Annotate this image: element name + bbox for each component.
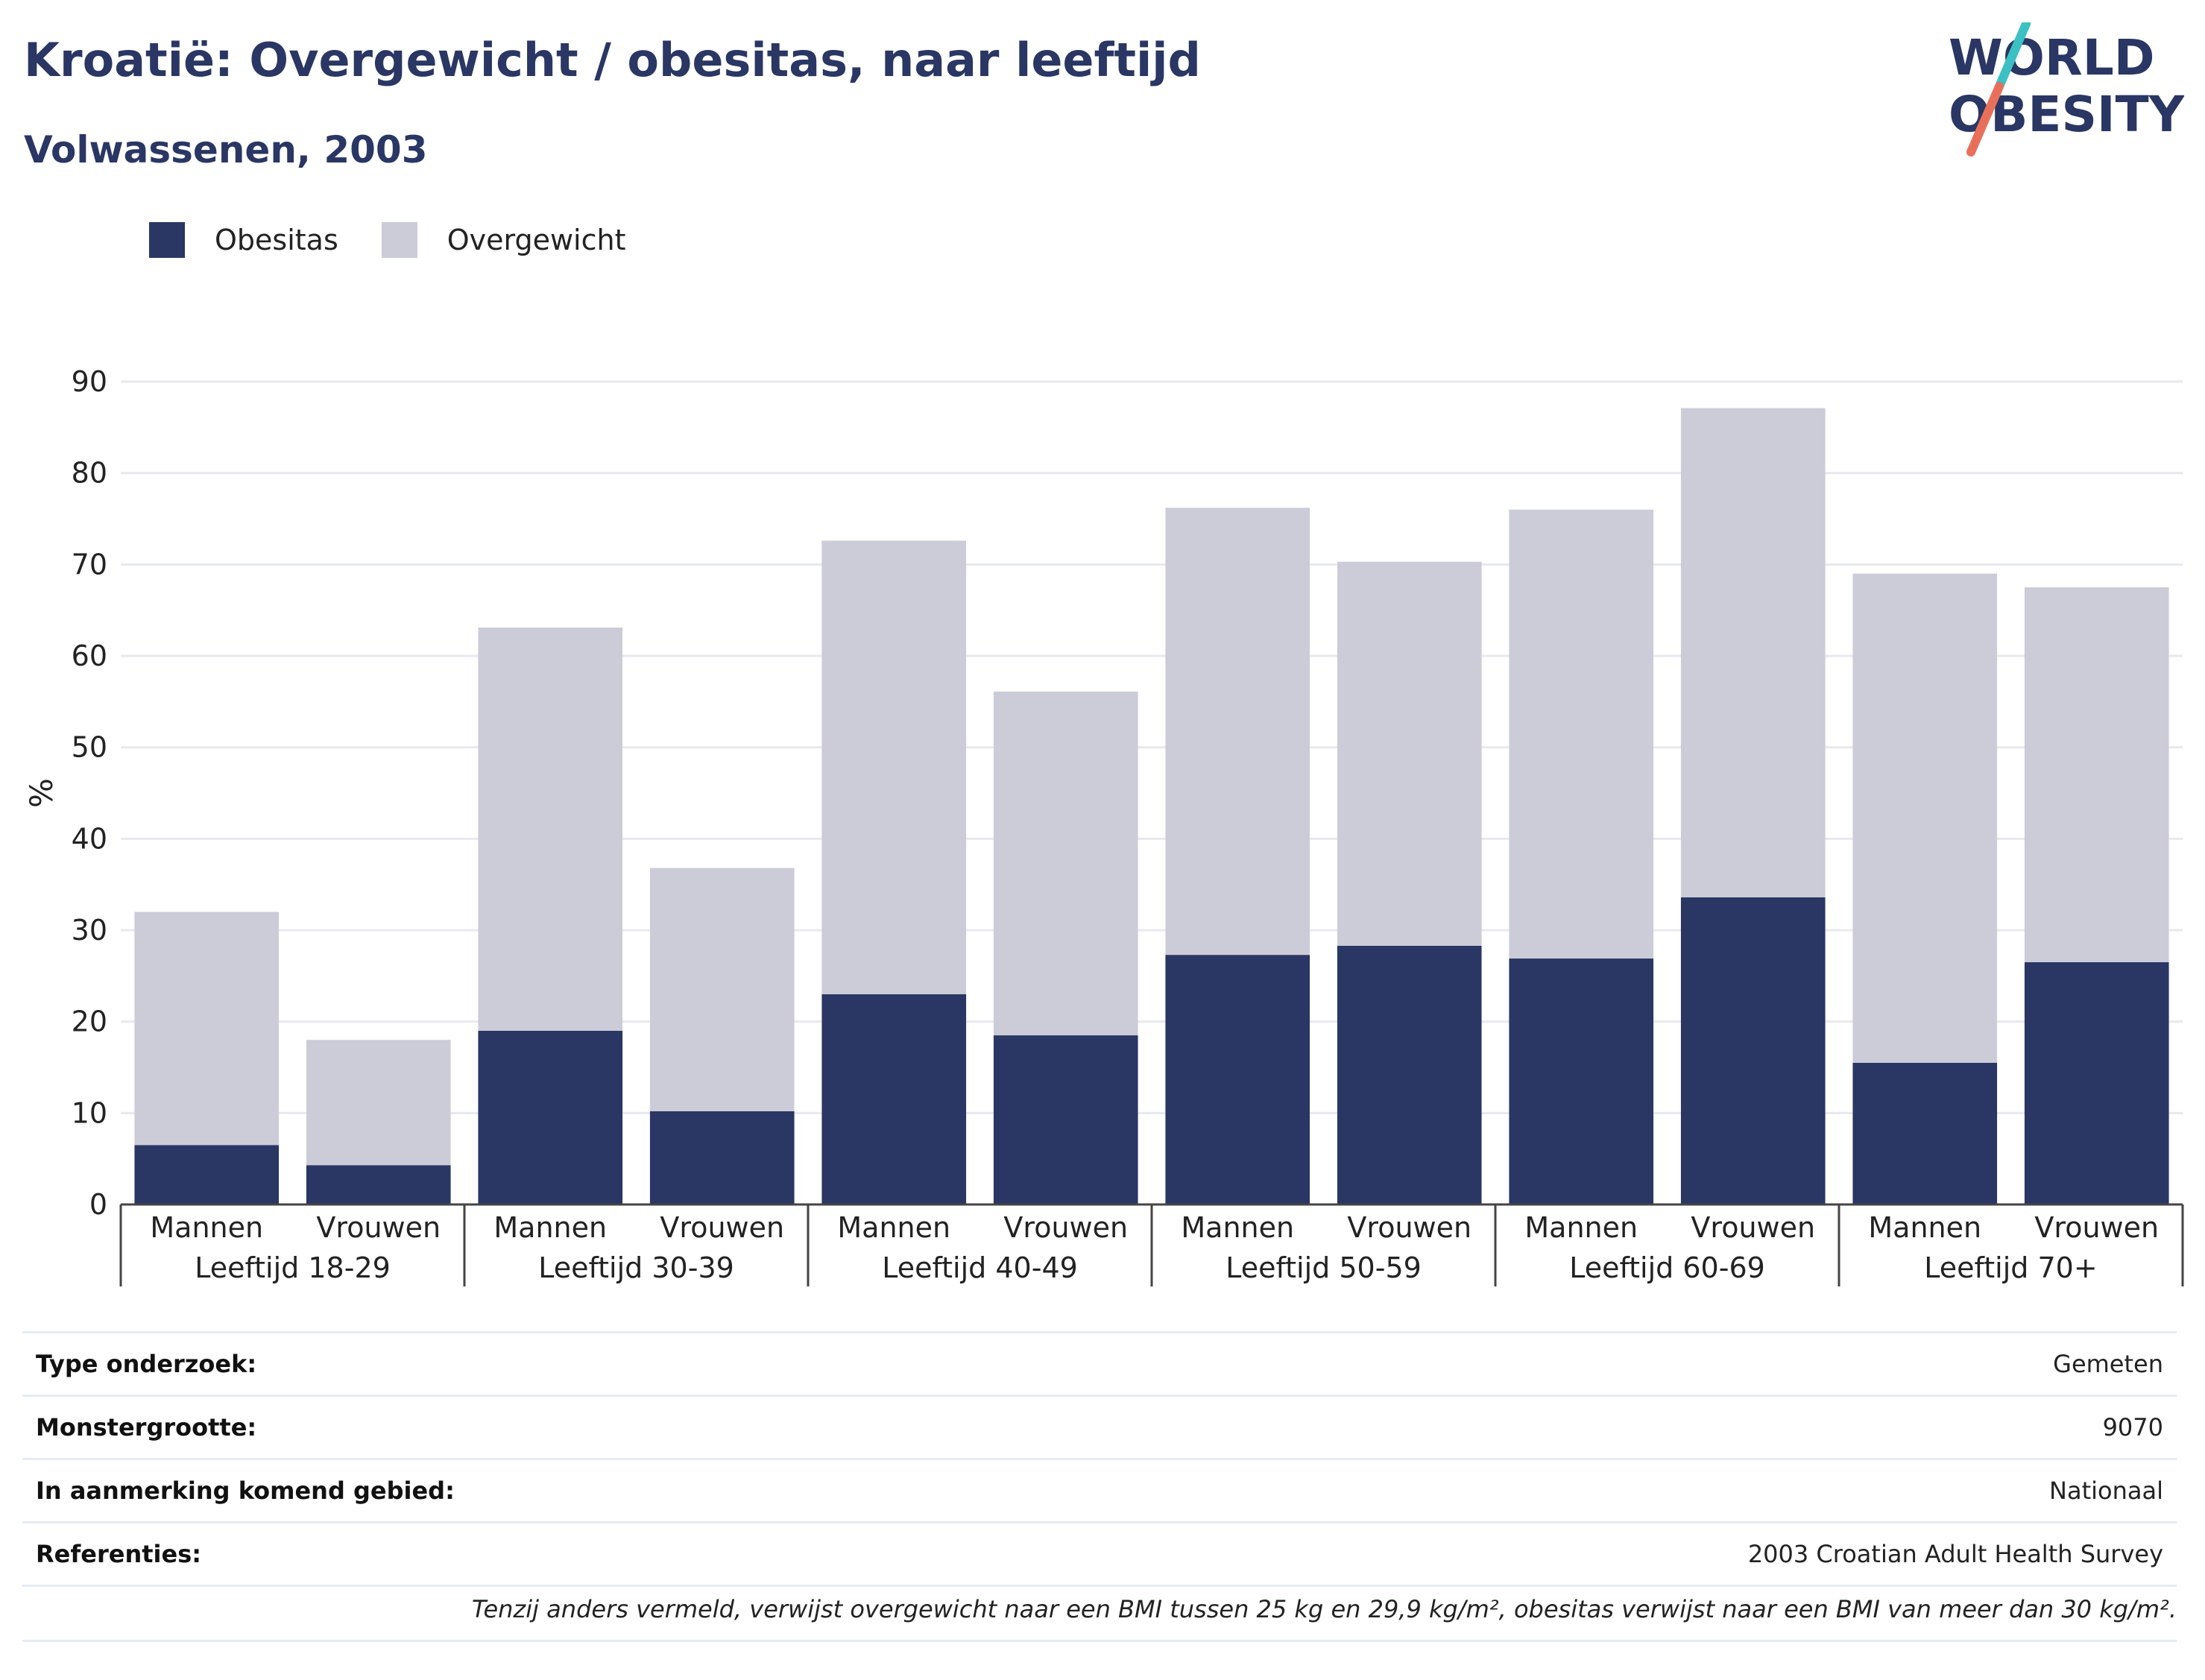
- y-tick-label: 70: [72, 548, 107, 581]
- x-subcategory-label: Vrouwen: [660, 1211, 784, 1244]
- page-subtitle: Volwassenen, 2003: [24, 128, 428, 171]
- x-subcategory-label: Mannen: [837, 1211, 950, 1244]
- info-key: Referenties:: [22, 1522, 1104, 1587]
- bar-obesitas: [1852, 1062, 1998, 1204]
- bar-obesitas: [134, 1145, 280, 1204]
- y-tick-label: 30: [72, 914, 107, 947]
- legend-swatch-obesitas: [149, 222, 185, 258]
- y-tick-label: 40: [72, 822, 107, 855]
- bar-obesitas: [2024, 961, 2169, 1204]
- bar-overgewicht: [1852, 573, 1998, 1063]
- info-key: Monstergrootte:: [22, 1395, 1104, 1460]
- bar-obesitas: [649, 1111, 795, 1204]
- y-tick-label: 20: [72, 1005, 107, 1038]
- x-subcategory-label: Mannen: [1181, 1211, 1294, 1244]
- x-subcategory-label: Mannen: [493, 1211, 607, 1244]
- bar-overgewicht: [649, 868, 795, 1111]
- bar-obesitas: [1337, 945, 1482, 1204]
- bar-obesitas: [478, 1030, 623, 1204]
- x-subcategory-label: Vrouwen: [1691, 1211, 1815, 1244]
- y-tick-label: 90: [72, 365, 107, 398]
- x-subcategory-label: Mannen: [1524, 1211, 1638, 1244]
- bar-overgewicht: [2024, 587, 2169, 962]
- logo-slash-top: [1995, 22, 2031, 91]
- info-value: 2003 Croatian Adult Health Survey: [1103, 1522, 2177, 1587]
- info-value: 9070: [1103, 1395, 2177, 1460]
- bar-overgewicht: [306, 1040, 451, 1166]
- y-tick-label: 80: [72, 457, 107, 490]
- bar-overgewicht: [1337, 561, 1482, 946]
- y-tick-label: 10: [72, 1096, 107, 1129]
- bar-overgewicht: [993, 691, 1138, 1036]
- y-tick-label: 60: [72, 640, 107, 672]
- survey-info-table: Type onderzoek: Gemeten Monstergrootte: …: [22, 1331, 2177, 1587]
- logo-word-world: WORLD: [1949, 29, 2155, 86]
- bar-overgewicht: [1680, 408, 1826, 897]
- x-subcategory-label: Mannen: [150, 1211, 263, 1244]
- bar-obesitas: [1509, 959, 1654, 1204]
- x-subcategory-label: Vrouwen: [1347, 1211, 1471, 1244]
- info-key: In aanmerking komend gebied:: [22, 1459, 1104, 1523]
- bar-obesitas: [821, 994, 967, 1204]
- x-subcategory-label: Mannen: [1868, 1211, 1981, 1244]
- logo-slash-bottom: [1966, 82, 2004, 157]
- stacked-bar-chart: 0 10 20 30 40 50 60 70 80 90% Mannen Vrouwen Mannen V…: [23, 365, 2184, 1286]
- chart-legend: Obesitas Overgewicht: [149, 222, 669, 258]
- info-row-sample-size: Monstergrootte: 9070: [22, 1395, 2177, 1460]
- x-subcategory-label: Vrouwen: [316, 1211, 441, 1244]
- bar-overgewicht: [134, 912, 280, 1146]
- bmi-footnote: Tenzij anders vermeld, verwijst overgewi…: [471, 1595, 2177, 1623]
- bar-overgewicht: [478, 627, 623, 1031]
- x-group-label: Leeftijd 70+: [1924, 1251, 2097, 1284]
- y-tick-label: 0: [89, 1188, 107, 1221]
- footer-divider: [22, 1640, 2177, 1642]
- x-subcategory-label: Vrouwen: [1003, 1211, 1128, 1244]
- legend-item-overgewicht[interactable]: Overgewicht: [381, 222, 626, 258]
- bar-obesitas: [1680, 897, 1826, 1204]
- legend-label-obesitas: Obesitas: [215, 224, 338, 256]
- bar-obesitas: [1165, 955, 1310, 1204]
- x-group-label: Leeftijd 50-59: [1225, 1251, 1422, 1284]
- x-group-label: Leeftijd 60-69: [1569, 1251, 1765, 1284]
- legend-label-overgewicht: Overgewicht: [447, 224, 626, 256]
- bar-obesitas: [306, 1165, 451, 1204]
- legend-item-obesitas[interactable]: Obesitas: [149, 222, 338, 258]
- info-row-references: Referenties: 2003 Croatian Adult Health …: [22, 1522, 2177, 1587]
- y-axis-title: %: [23, 778, 60, 808]
- info-value: Nationaal: [1103, 1459, 2177, 1523]
- info-row-type: Type onderzoek: Gemeten: [22, 1331, 2177, 1397]
- info-value: Gemeten: [1103, 1331, 2177, 1397]
- world-obesity-logo: WORLD OBESITY: [1949, 22, 2184, 157]
- page-title: Kroatië: Overgewicht / obesitas, naar le…: [24, 33, 1201, 87]
- y-tick-label: 50: [72, 731, 107, 764]
- x-subcategory-label: Vrouwen: [2034, 1211, 2159, 1244]
- legend-swatch-overgewicht: [381, 222, 417, 258]
- bar-overgewicht: [1165, 508, 1310, 956]
- info-row-area: In aanmerking komend gebied: Nationaal: [22, 1459, 2177, 1523]
- info-key: Type onderzoek:: [22, 1331, 1104, 1397]
- bar-overgewicht: [821, 540, 967, 994]
- bar-obesitas: [993, 1035, 1138, 1204]
- x-group-label: Leeftijd 30-39: [538, 1251, 734, 1284]
- bar-overgewicht: [1509, 509, 1654, 959]
- x-group-label: Leeftijd 40-49: [882, 1251, 1078, 1284]
- x-group-label: Leeftijd 18-29: [195, 1251, 391, 1284]
